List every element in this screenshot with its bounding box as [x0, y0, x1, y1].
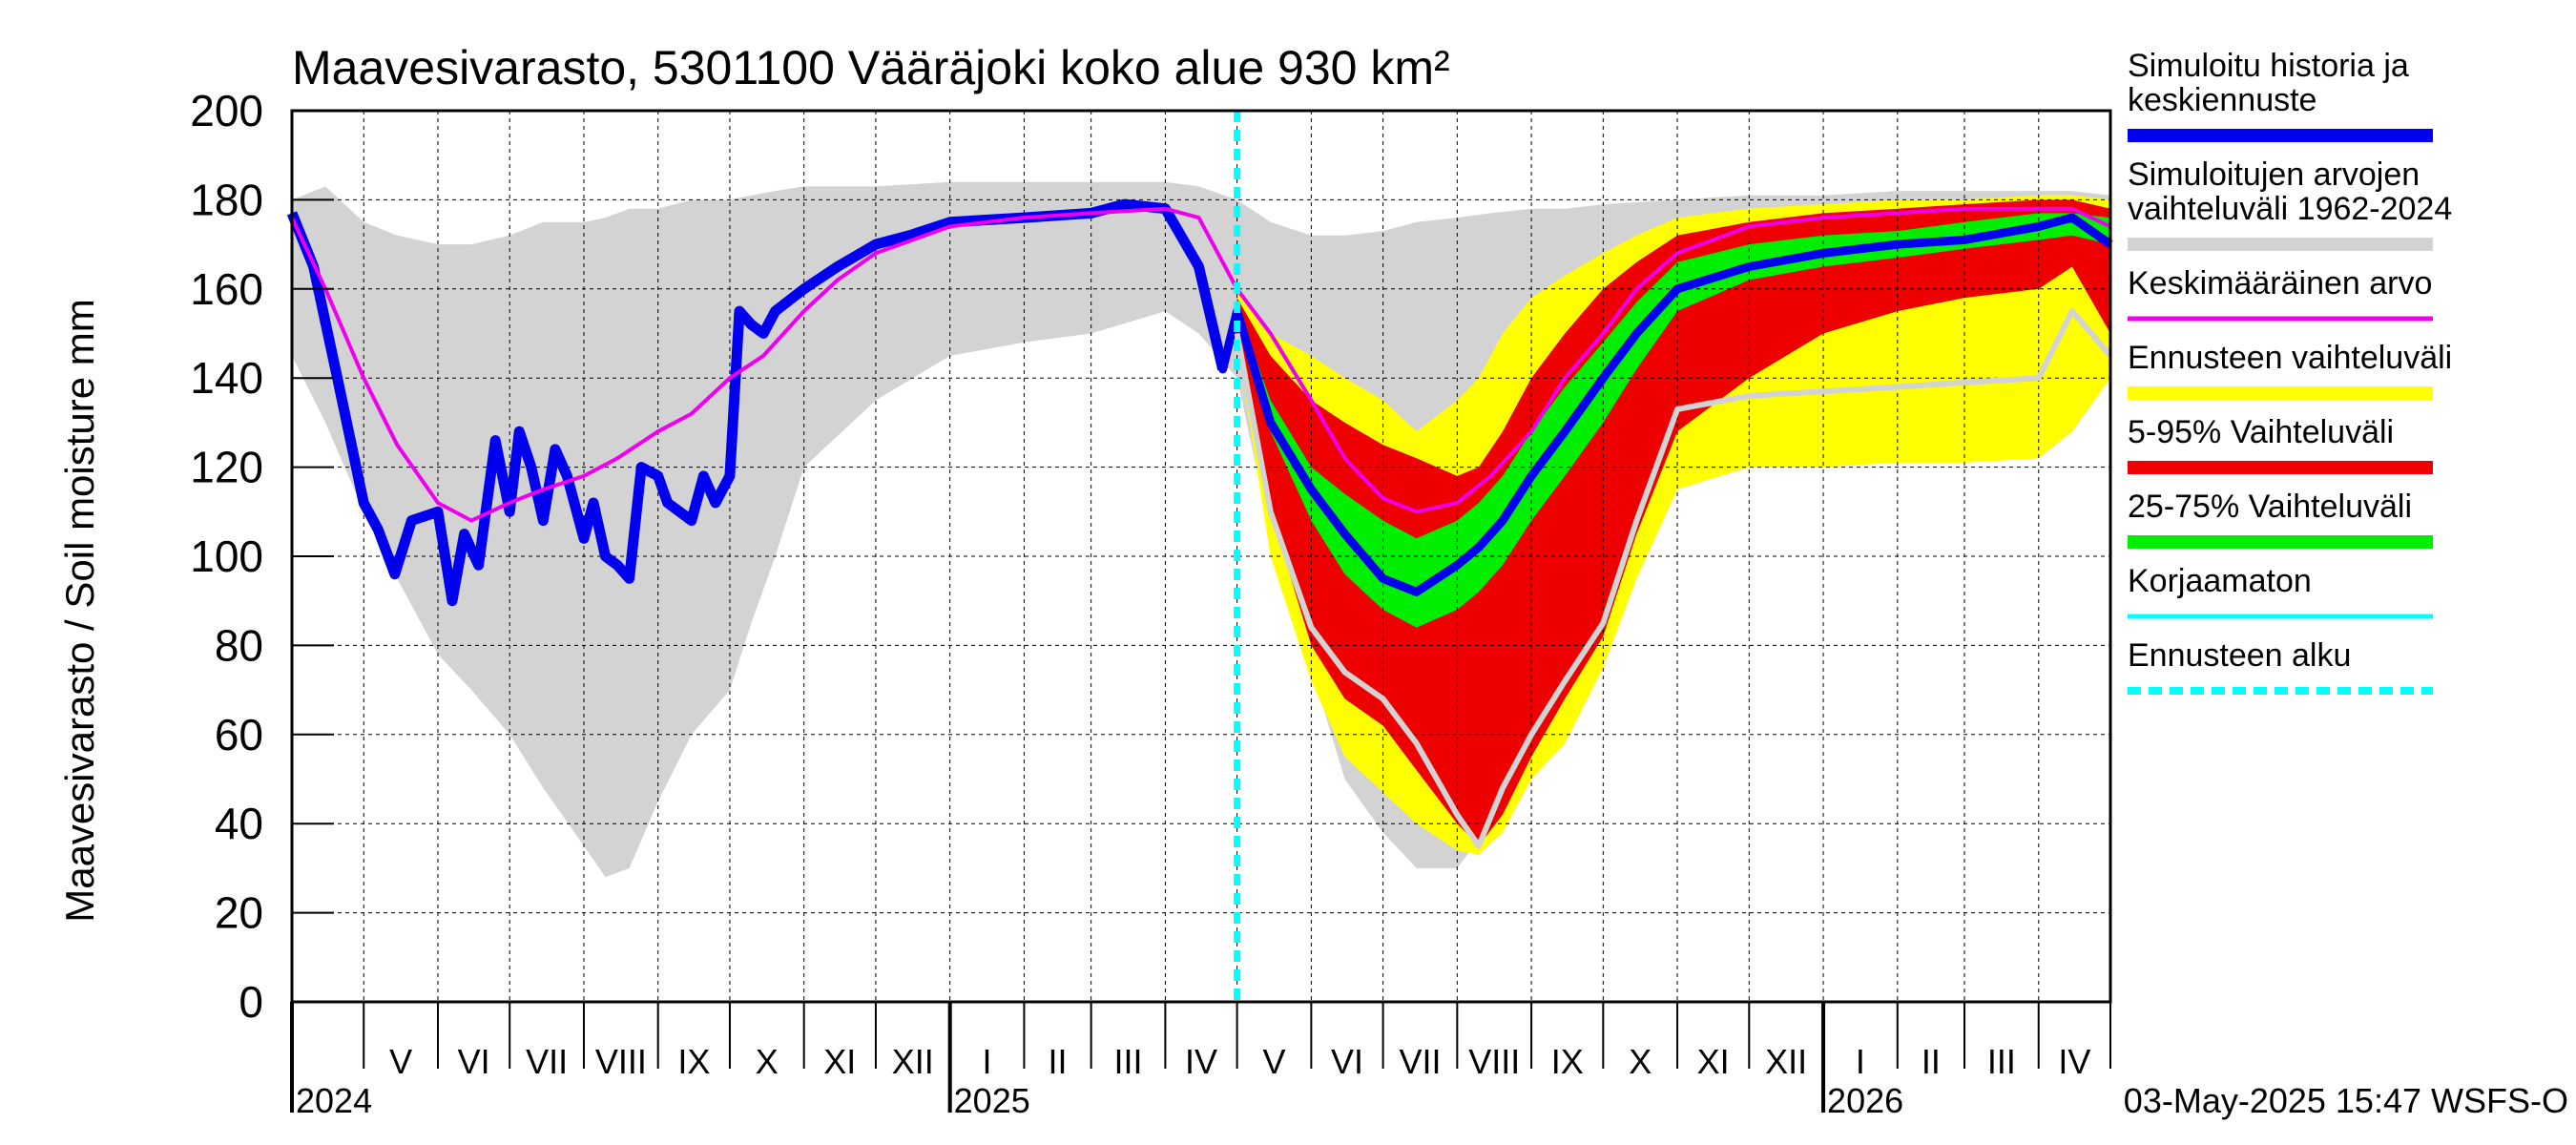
x-month-label: IV	[1185, 1042, 1217, 1081]
y-axis-label: Maavesivarasto / Soil moisture mm	[57, 299, 102, 923]
x-month-label: X	[756, 1042, 779, 1081]
y-tick-label: 140	[190, 353, 263, 403]
legend-label-5: 25-75% Vaihteluväli	[2128, 489, 2412, 525]
series-line-2	[290, 206, 2111, 523]
x-month-label: I	[1856, 1042, 1865, 1081]
y-tick-label: 20	[215, 888, 263, 938]
legend-label-7: Ennusteen alku	[2128, 637, 2351, 674]
x-month-label: VIII	[1468, 1042, 1520, 1081]
y-tick-label: 100	[190, 531, 263, 581]
x-month-label: III	[1987, 1042, 2016, 1081]
legend-label-4: 5-95% Vaihteluväli	[2128, 414, 2394, 450]
x-month-label: VI	[458, 1042, 490, 1081]
x-month-label: XI	[1697, 1042, 1730, 1081]
x-month-label: V	[389, 1042, 412, 1081]
x-year-label: 2024	[296, 1081, 372, 1120]
plot-area	[286, 110, 2113, 1003]
x-month-label: VI	[1331, 1042, 1363, 1081]
x-month-label: IV	[2058, 1042, 2090, 1081]
y-tick-label: 0	[239, 977, 263, 1027]
legend-label-0: Simuloitu historia ja	[2128, 48, 2409, 84]
series-line-3	[1234, 308, 2113, 849]
x-month-label: III	[1114, 1042, 1143, 1081]
x-month-label: XII	[892, 1042, 934, 1081]
y-tick-label: 60	[215, 710, 263, 760]
band-2	[1236, 199, 2110, 846]
x-month-label: IX	[1551, 1042, 1584, 1081]
x-year-label: 2025	[954, 1081, 1030, 1120]
chart-title: Maavesivarasto, 5301100 Vääräjoki koko a…	[292, 41, 1450, 94]
legend-label-1: Simuloitujen arvojen	[2128, 156, 2420, 193]
x-year-label: 2026	[1827, 1081, 1903, 1120]
x-month-label: I	[983, 1042, 992, 1081]
x-month-label: VII	[1399, 1042, 1441, 1081]
y-tick-label: 80	[215, 620, 263, 670]
legend-label-3: Ennusteen vaihteluväli	[2128, 340, 2452, 376]
y-tick-label: 120	[190, 443, 263, 492]
y-tick-label: 160	[190, 264, 263, 314]
timestamp: 03-May-2025 15:47 WSFS-O	[2124, 1081, 2568, 1120]
legend-label-6: Korjaamaton	[2128, 563, 2312, 599]
legend-label-1: vaihteluväli 1962-2024	[2128, 191, 2452, 227]
series-line-1	[287, 199, 2113, 606]
x-month-label: VII	[526, 1042, 568, 1081]
x-month-label: VIII	[595, 1042, 647, 1081]
y-tick-label: 200	[190, 86, 263, 135]
x-month-label: II	[1049, 1042, 1068, 1081]
y-tick-label: 180	[190, 175, 263, 224]
x-month-label: XII	[1765, 1042, 1807, 1081]
legend-label-2: Keskimääräinen arvo	[2128, 265, 2432, 302]
x-month-label: II	[1922, 1042, 1941, 1081]
x-month-label: XI	[823, 1042, 856, 1081]
y-tick-label: 40	[215, 799, 263, 848]
x-month-label: V	[1262, 1042, 1285, 1081]
band-3	[1236, 213, 2110, 628]
x-month-label: X	[1629, 1042, 1652, 1081]
legend-label-0: keskiennuste	[2128, 82, 2316, 118]
x-month-label: IX	[677, 1042, 710, 1081]
